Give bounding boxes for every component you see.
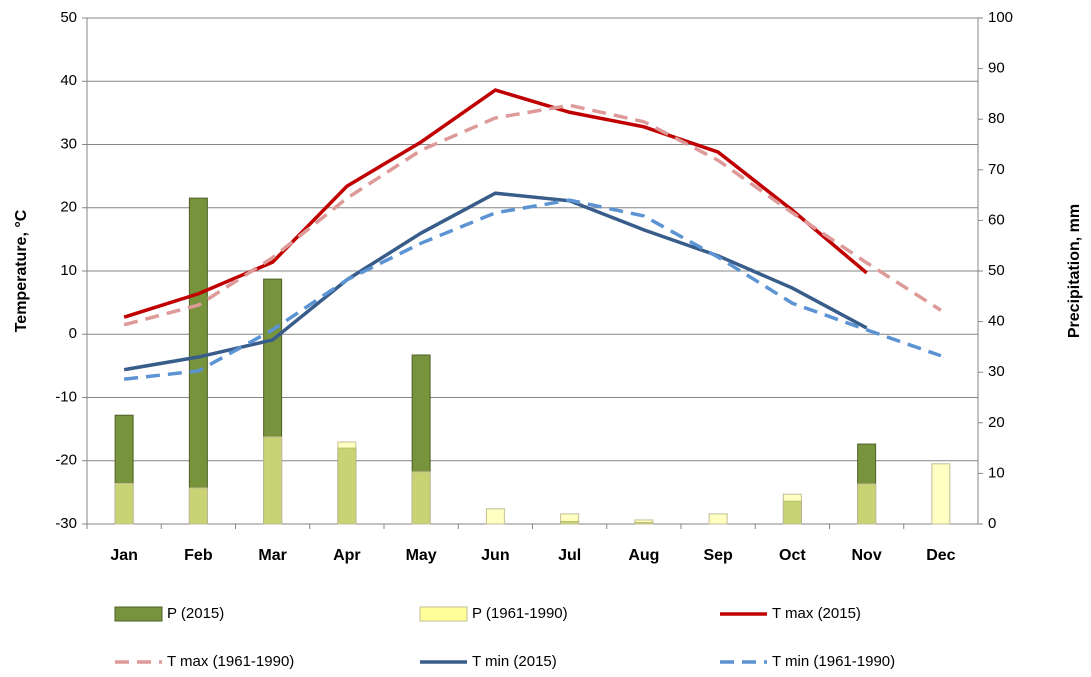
- bar: [188, 487, 208, 525]
- y2-tick-label: 80: [988, 110, 1005, 127]
- x-tick-label: Dec: [926, 547, 955, 564]
- x-tick-label: Mar: [258, 547, 286, 564]
- x-tick-label: Oct: [779, 547, 806, 564]
- legend-label: P (1961-1990): [472, 605, 568, 622]
- y-tick-label: -20: [55, 452, 77, 469]
- y2-axis-title: Precipitation, mm: [1066, 204, 1083, 338]
- y2-tick-label: 60: [988, 211, 1005, 228]
- x-tick-label: Jul: [558, 547, 581, 564]
- legend-swatch: [114, 606, 163, 622]
- bar: [708, 513, 728, 525]
- y2-tick-label: 10: [988, 464, 1005, 481]
- y-tick-label: 50: [60, 9, 77, 26]
- x-tick-label: Jun: [481, 547, 509, 564]
- x-tick-label: Apr: [333, 547, 361, 564]
- y2-tick-label: 40: [988, 313, 1005, 330]
- bar: [560, 513, 580, 525]
- y-axis-title: Temperature, °C: [13, 209, 30, 332]
- legend-label: T min (1961-1990): [772, 653, 895, 670]
- y-tick-label: -30: [55, 515, 77, 532]
- x-tick-label: Jan: [110, 547, 138, 564]
- legend-label: T max (1961-1990): [167, 653, 294, 670]
- line: [123, 103, 942, 327]
- y-tick-label: 20: [60, 199, 77, 216]
- y2-tick-label: 100: [988, 9, 1013, 26]
- y2-tick-label: 0: [988, 515, 996, 532]
- legend-swatch: [419, 606, 468, 622]
- bar: [634, 519, 654, 525]
- bar: [931, 463, 951, 525]
- x-tick-label: Aug: [628, 547, 659, 564]
- y2-tick-label: 20: [988, 414, 1005, 431]
- bar: [337, 441, 357, 525]
- x-tick-label: Sep: [703, 547, 733, 564]
- line: [123, 191, 868, 372]
- x-tick-label: May: [406, 547, 437, 564]
- y2-tick-label: 70: [988, 161, 1005, 178]
- legend-label: T max (2015): [772, 605, 861, 622]
- bar: [188, 197, 208, 525]
- y2-tick-label: 30: [988, 363, 1005, 380]
- y-tick-label: 30: [60, 135, 77, 152]
- legend-label: P (2015): [167, 605, 224, 622]
- x-tick-label: Nov: [852, 547, 882, 564]
- y-tick-label: 40: [60, 72, 77, 89]
- legend-label: T min (2015): [472, 653, 557, 670]
- y2-tick-label: 90: [988, 60, 1005, 77]
- bar: [485, 508, 505, 525]
- bar: [114, 483, 134, 525]
- y-tick-label: 10: [60, 262, 77, 279]
- bar: [857, 483, 877, 525]
- y-tick-label: -10: [55, 388, 77, 405]
- x-tick-label: Feb: [184, 547, 213, 564]
- line: [123, 198, 942, 381]
- bar: [263, 436, 283, 525]
- y-tick-label: 0: [69, 325, 77, 342]
- bar: [782, 493, 802, 525]
- bar: [411, 471, 431, 525]
- y2-tick-label: 50: [988, 262, 1005, 279]
